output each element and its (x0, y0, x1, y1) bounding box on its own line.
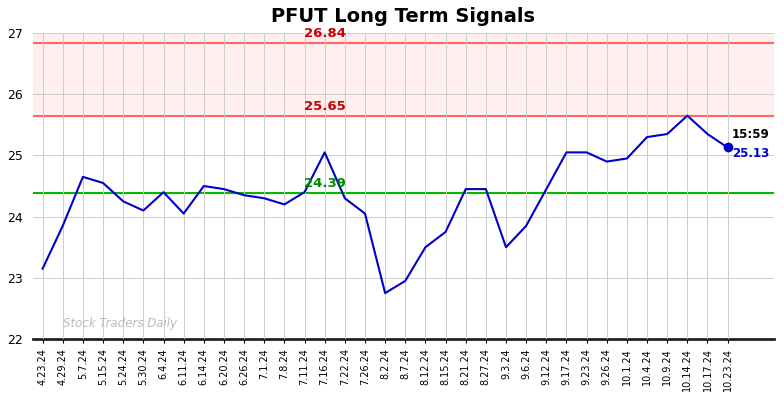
Bar (33, 33, 774, 116)
Text: 15:59: 15:59 (731, 127, 769, 140)
Title: PFUT Long Term Signals: PFUT Long Term Signals (271, 7, 535, 26)
Text: 24.39: 24.39 (303, 178, 346, 190)
Text: 25.13: 25.13 (731, 147, 769, 160)
Text: 25.65: 25.65 (304, 100, 346, 113)
Text: Stock Traders Daily: Stock Traders Daily (63, 317, 176, 330)
Text: 26.84: 26.84 (303, 27, 346, 41)
